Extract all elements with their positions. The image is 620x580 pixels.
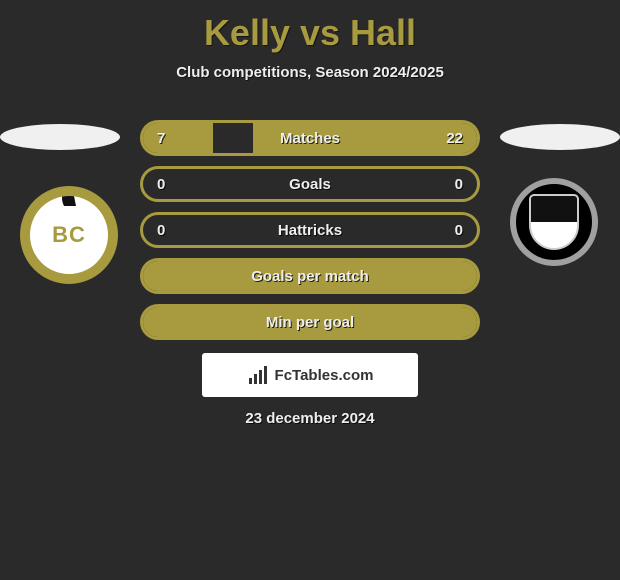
stat-label: Hattricks — [278, 222, 342, 239]
left-club-text: BC — [52, 222, 86, 248]
subtitle: Club competitions, Season 2024/2025 — [0, 64, 620, 81]
left-ellipse-decor — [0, 124, 120, 150]
stat-value-right: 22 — [432, 123, 477, 153]
watermark-text: FcTables.com — [275, 367, 374, 384]
chart-icon — [247, 364, 269, 386]
stat-label: Matches — [280, 130, 340, 147]
stat-value-left — [143, 307, 171, 337]
stat-row-gpm: Goals per match — [140, 258, 480, 294]
page-title: Kelly vs Hall — [0, 0, 620, 54]
stat-value-right: 0 — [441, 169, 477, 199]
stat-value-right — [449, 261, 477, 291]
stat-value-left — [143, 261, 171, 291]
stat-row-hattricks: 0 Hattricks 0 — [140, 212, 480, 248]
stat-value-left: 0 — [143, 169, 179, 199]
stat-row-mpg: Min per goal — [140, 304, 480, 340]
stat-label: Goals per match — [251, 268, 369, 285]
date-text: 23 december 2024 — [0, 410, 620, 427]
watermark: FcTables.com — [202, 353, 418, 397]
stat-row-goals: 0 Goals 0 — [140, 166, 480, 202]
right-club-badge — [510, 178, 598, 266]
stat-value-right — [449, 307, 477, 337]
stat-value-left: 0 — [143, 215, 179, 245]
stat-row-matches: 7 Matches 22 — [140, 120, 480, 156]
stat-value-left: 7 — [143, 123, 179, 153]
stat-label: Goals — [289, 176, 331, 193]
rooster-icon — [54, 186, 84, 208]
stat-label: Min per goal — [266, 314, 354, 331]
left-club-badge: BC — [20, 186, 118, 284]
shield-icon — [529, 194, 579, 250]
stat-value-right: 0 — [441, 215, 477, 245]
right-ellipse-decor — [500, 124, 620, 150]
stats-container: 7 Matches 22 0 Goals 0 0 Hattricks 0 Goa… — [140, 120, 480, 350]
